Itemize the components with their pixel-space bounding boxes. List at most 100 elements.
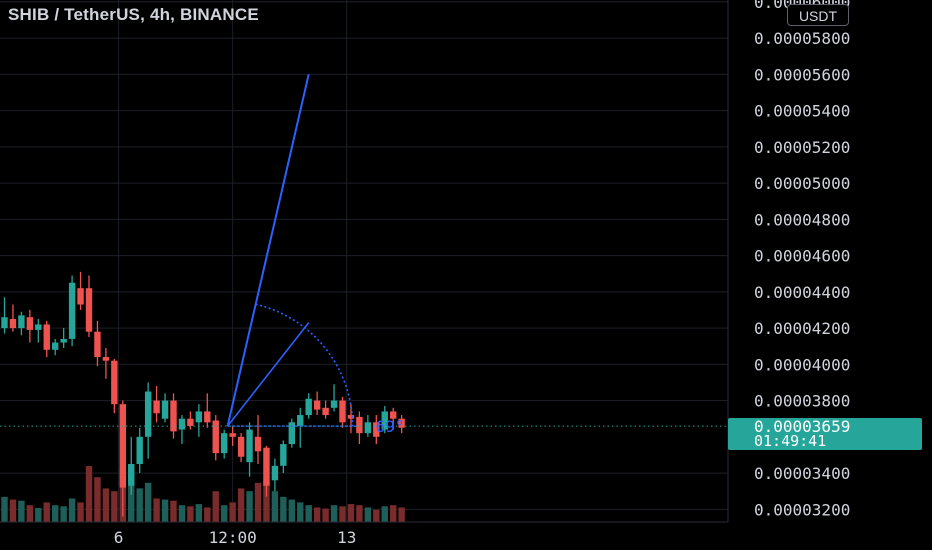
candle[interactable] [94,320,101,367]
price-tick-label: 0.00005600 [754,65,850,84]
candle-body [178,418,186,430]
candle[interactable] [170,393,177,439]
candle[interactable] [26,309,34,343]
candle[interactable] [119,400,126,517]
candle[interactable] [43,320,50,358]
candle[interactable] [364,415,372,437]
volume-bar [246,491,253,522]
volume-bar [204,507,211,522]
candle[interactable] [9,304,17,332]
candle[interactable] [313,391,321,416]
candle[interactable] [178,415,186,445]
volume-bar [153,498,160,522]
candle[interactable] [246,422,253,477]
candle[interactable] [1,297,8,334]
candle[interactable] [161,393,169,423]
candle[interactable] [288,418,295,448]
candle[interactable] [390,407,397,430]
candle[interactable] [144,382,152,459]
candle[interactable] [85,275,93,338]
candle[interactable] [153,386,160,423]
price-tick-label: 0.00003800 [754,392,850,411]
candle[interactable] [280,440,287,474]
candle[interactable] [398,415,405,434]
volume-bar [237,488,245,522]
volume-bar [136,488,143,522]
volume-bar [94,477,101,522]
volume-bar [271,491,279,522]
angle-arc [255,303,354,427]
angle-drawing[interactable]: 69° [0,74,728,436]
candle[interactable] [263,445,270,497]
volume-bar [60,506,67,522]
candle[interactable] [35,319,42,343]
volume-bar [373,509,380,522]
candle[interactable] [111,358,118,414]
volume-bar [43,502,50,522]
currency-unit-button[interactable]: USDT [787,4,849,26]
volume-bar [347,504,355,522]
volume-bar [18,500,25,522]
candle-body [52,342,59,350]
candle-body [153,400,160,414]
candle[interactable] [254,415,262,464]
candle[interactable] [373,415,380,445]
price-tick-label: 0.00003200 [754,500,850,519]
candle[interactable] [60,328,67,348]
volume-bar [390,505,397,522]
candle[interactable] [347,404,355,434]
candle-body [85,288,93,332]
candle[interactable] [221,429,228,459]
angle-line-upper[interactable] [226,74,310,427]
candle-body [77,288,84,305]
candle[interactable] [68,275,76,347]
candle-body [398,418,405,428]
last-price-value: 0.00003659 [754,417,851,436]
candlesticks[interactable] [1,271,405,517]
candle[interactable] [339,396,346,428]
volume-bar [339,506,346,522]
candle-body [305,398,312,416]
candle-body [136,436,143,464]
candle-body [26,317,34,330]
angle-line-lower[interactable] [226,322,310,427]
candle-body [119,404,126,488]
candle[interactable] [136,427,143,474]
candle[interactable] [212,415,219,461]
candle-body [187,418,194,426]
volume-bar [381,506,388,522]
price-tick-label: 0.00003400 [754,464,850,483]
candle[interactable] [52,338,59,356]
candle[interactable] [330,384,338,412]
candle[interactable] [297,407,304,448]
candle[interactable] [305,393,312,419]
time-tick-label: 12:00 [209,528,257,547]
candle[interactable] [322,400,329,419]
candle[interactable] [356,411,363,445]
volume-bar [85,466,93,522]
candle-body [1,317,8,329]
candle[interactable] [195,404,203,437]
volume-bar [52,505,59,522]
candle[interactable] [102,348,110,379]
candle-body [246,429,253,463]
volume-bar [288,499,295,522]
time-axis[interactable]: 6 12:00 13 [114,528,357,547]
candle[interactable] [18,311,25,336]
candle[interactable] [77,271,84,310]
candle[interactable] [204,393,211,428]
candle-body [381,411,388,430]
candle[interactable] [237,433,245,463]
candle[interactable] [381,406,388,434]
volume-bar [280,496,287,522]
candle[interactable] [128,436,135,495]
grid-lines [0,0,728,522]
volume-bar [77,502,84,522]
candle[interactable] [229,425,236,446]
candle-body [347,415,355,419]
price-tick-label: 0.00005000 [754,174,850,193]
volume-bar [356,505,363,522]
candle[interactable] [271,458,279,492]
symbol-title[interactable]: SHIB / TetherUS, 4h, BINANCE [8,5,259,24]
